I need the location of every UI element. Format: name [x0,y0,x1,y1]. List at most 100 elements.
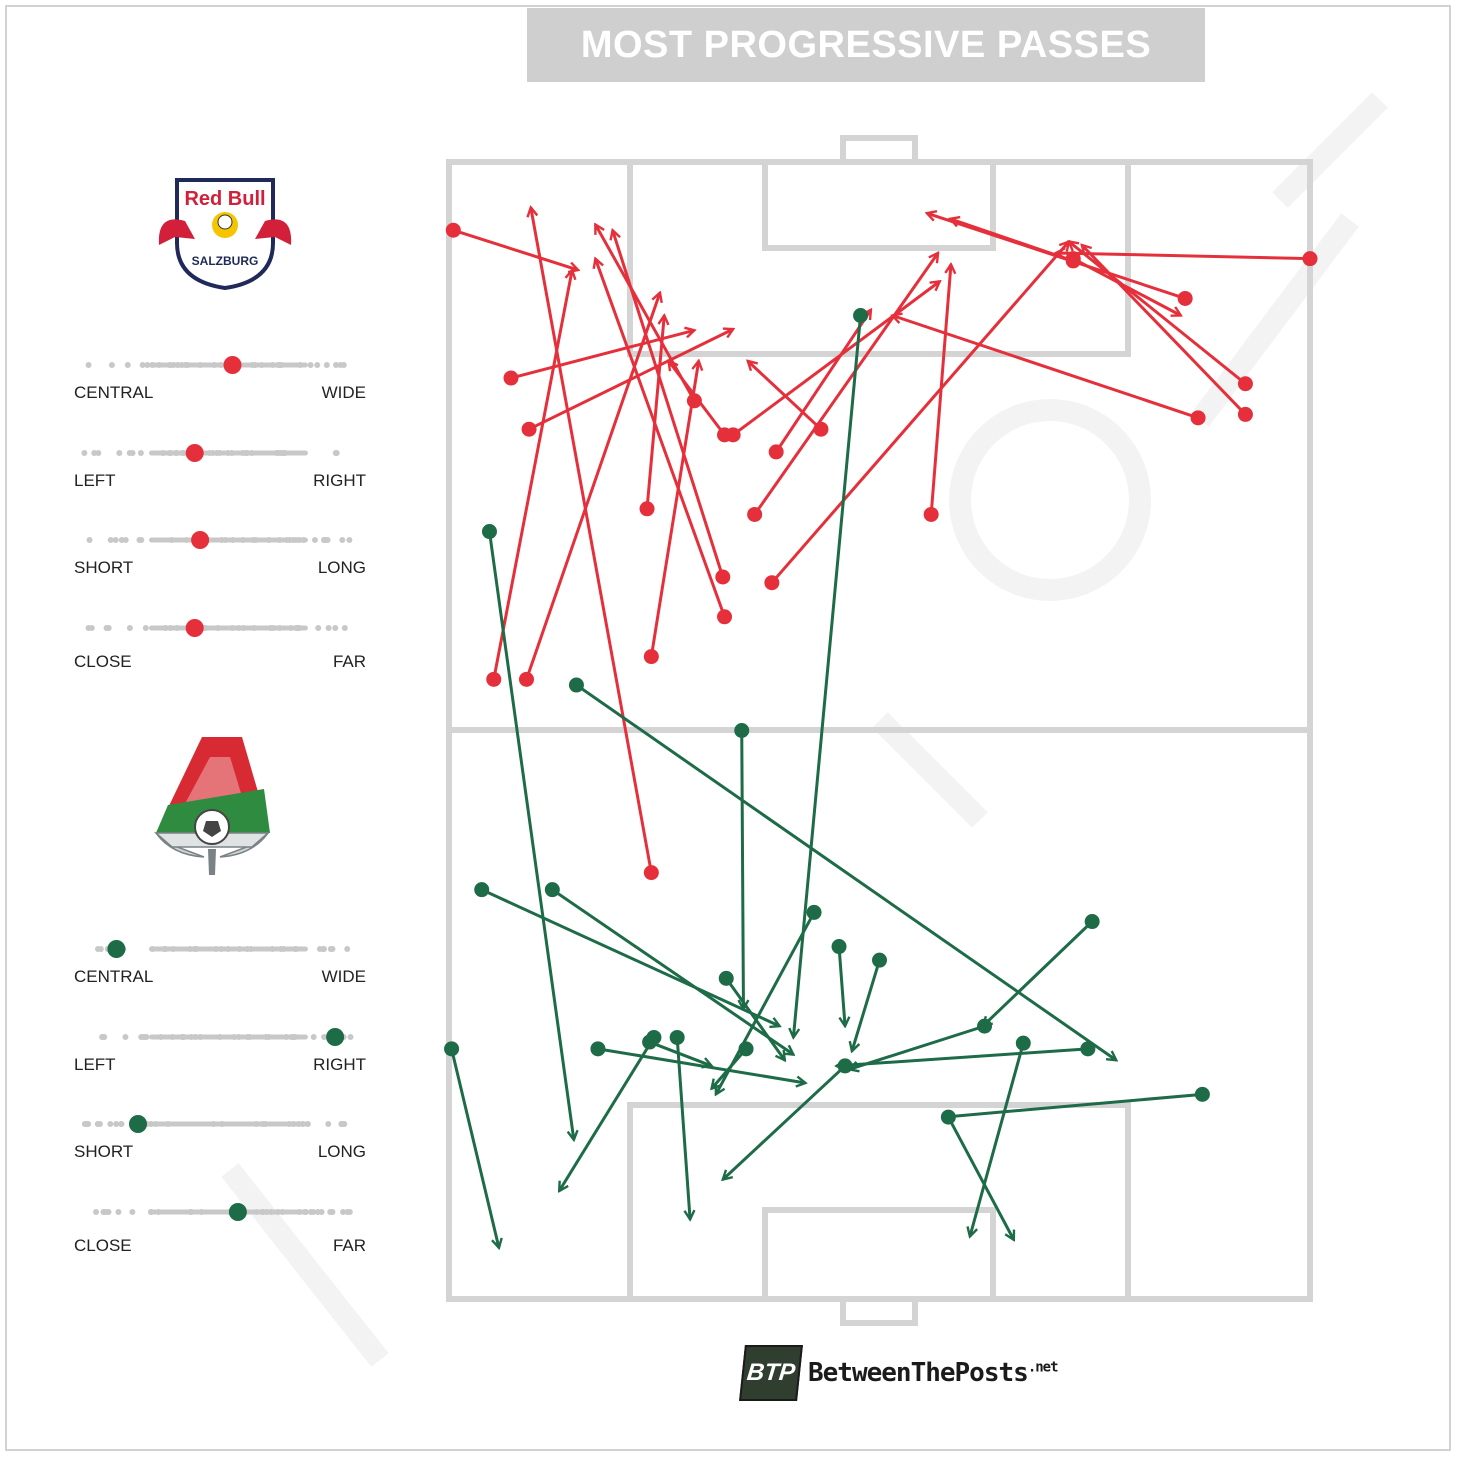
salzburg-pass-22 [1082,245,1247,416]
salzburg-pass-origin-8 [643,649,659,665]
salzburg-pass-25 [950,219,1074,263]
slider-dot [347,1034,354,1040]
salzburg-pass-origin-23 [1177,290,1193,306]
slider-dot [144,362,151,368]
salzburg-pass-origin-2 [643,865,659,881]
slider-dot [346,1209,353,1215]
top-six-yard-box [762,159,996,251]
salzburg-pass-origin-6 [521,421,537,437]
slider-dot [85,362,92,368]
lokomotiv-pass-origin-7 [853,307,869,323]
slider-label-left: CLOSE [74,1236,132,1255]
lokomotiv-pass-15 [837,946,845,1027]
lokomotiv-badge [154,737,270,875]
slider-dot [81,1121,88,1127]
slider-dot [122,1034,129,1040]
salzburg-pass-origin-15 [747,506,763,522]
salzburg-slider-marker-short [191,531,210,549]
slider-dot [107,1121,114,1127]
slider-dot [86,537,93,543]
slider-dot [325,625,332,631]
slider-label-right: WIDE [321,967,366,986]
slider-dot [321,1034,328,1040]
slider-dot [118,537,125,543]
salzburg-pass-21 [1069,242,1247,385]
slider-dot [318,1209,325,1215]
lokomotiv-pass-origin-2 [444,1041,460,1057]
slider-label-left: CLOSE [74,652,132,671]
salzburg-pass-origin-4 [518,671,534,687]
slider-dot [310,1034,317,1040]
lokomotiv-slider-marker-short [129,1115,147,1133]
salzburg-slider-marker-central [223,356,242,374]
team-sliders [81,356,354,1221]
slider-dot [329,946,336,952]
lokomotiv-pass-19 [836,1047,1088,1066]
lokomotiv-pass-origin-13 [738,1041,754,1057]
lokomotiv-pass-22 [944,1092,1203,1117]
slider-dot [346,537,353,543]
slider-dot [325,1121,332,1127]
lokomotiv-pass-origin-9 [718,970,734,986]
btp-logo-icon: BTP [739,1345,803,1401]
slider-dot [93,1209,100,1215]
salzburg-pass-14 [774,310,871,453]
salzburg-pass-7 [645,315,664,509]
slider-dot [340,1209,347,1215]
slider-dot [307,1209,314,1215]
slider-label-right: FAR [332,652,366,671]
slider-label-right: WIDE [321,383,366,402]
slider-dot [136,537,143,543]
salzburg-pass-20 [1056,253,1311,261]
salzburg-badge-text: Red Bull [184,188,265,210]
lokomotiv-pass-21 [970,1042,1025,1236]
slider-dot [307,362,314,368]
salzburg-slider-marker-close [185,619,204,637]
salzburg-pass-origin-17 [923,506,939,522]
salzburg-pass-18 [732,281,940,437]
lokomotiv-pass-origin-1 [481,524,497,540]
lokomotiv-pass-6 [742,730,744,1010]
lokomotiv-pass-origin-16 [872,952,887,968]
lokomotiv-pass-origin-14 [642,1034,658,1050]
slider-dot [137,450,144,456]
salzburg-badge-sub: SALZBURG [192,254,259,268]
lokomotiv-pass-origin-12 [590,1041,606,1057]
slider-dot [100,1209,107,1215]
bottom-six-yard-box [762,1207,996,1302]
lokomotiv-pass-origin-4 [544,882,560,898]
slider-dot [118,1121,125,1127]
brand-footer: BTP BetweenThePosts.net [739,1345,1059,1401]
slider-dot [85,625,92,631]
slider-dot [94,1121,101,1127]
salzburg-pass-15 [753,253,938,516]
salzburg-pass-19 [892,315,1199,420]
slider-dot [333,450,340,456]
slider-dot [108,362,115,368]
lokomotiv-pass-20 [849,1024,985,1069]
slider-dot [338,1121,345,1127]
lokomotiv-pass-origin-15 [831,939,847,955]
lokomotiv-pass-17 [723,1064,847,1180]
slider-label-left: SHORT [74,1142,134,1161]
lokomotiv-pass-14 [649,1040,712,1066]
slider-dot [337,362,344,368]
slider-dot [113,1121,120,1127]
slider-dot [97,946,104,952]
lokomotiv-pass-origin-5 [568,677,584,693]
salzburg-pass-6 [528,329,733,431]
salzburg-pass-origin-11 [717,609,733,625]
slider-dot [116,450,123,456]
salzburg-pass-3 [492,270,572,680]
slider-dot [126,625,133,631]
slider-dot [320,946,327,952]
bottom-penalty-area [627,1102,1131,1302]
salzburg-pass-11 [595,259,726,618]
slider-label-right: LONG [317,558,366,577]
lokomotiv-pass-18 [983,920,1094,1027]
salzburg-pass-12 [669,361,726,436]
salzburg-pass-4 [525,293,659,680]
salzburg-pass-24 [1072,257,1181,316]
slider-dot [315,625,322,631]
slider-dot [142,625,149,631]
